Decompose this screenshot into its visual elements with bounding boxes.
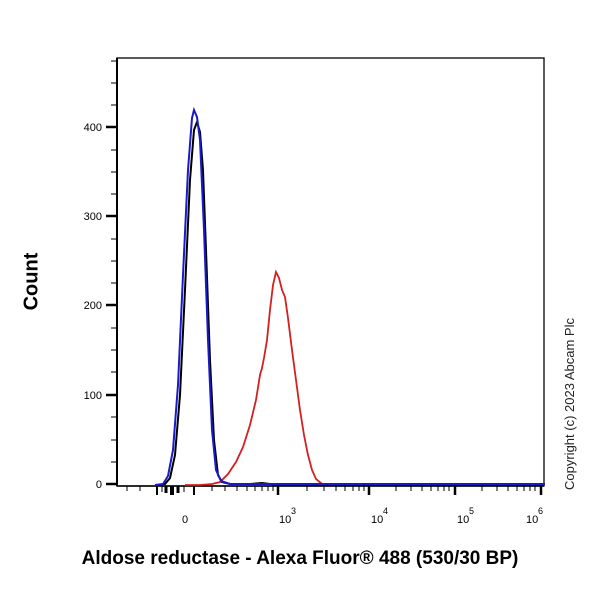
series-blue: [154, 106, 545, 486]
svg-text:0: 0: [182, 514, 188, 526]
svg-text:10: 10: [371, 514, 383, 526]
svg-text:200: 200: [84, 300, 102, 312]
copyright-notice: Copyright (c) 2023 Abcam Plc: [562, 318, 577, 490]
svg-text:6: 6: [538, 506, 543, 516]
x-axis-label: Aldose reductase - Alexa Fluor® 488 (530…: [81, 548, 519, 569]
y-axis-label: Count: [20, 252, 43, 311]
x-tick-labels: 0 103 104 105 106: [182, 506, 543, 526]
series-aldose-reductase: [185, 269, 544, 486]
y-tick-labels: 0 100 200 300 400: [84, 122, 102, 491]
x-ticks: [126, 486, 543, 495]
y-ticks: [106, 60, 117, 486]
series-black: [156, 118, 544, 486]
plot-frame: [116, 57, 545, 487]
svg-text:10: 10: [279, 514, 291, 526]
svg-text:100: 100: [84, 390, 102, 402]
svg-text:10: 10: [457, 514, 469, 526]
svg-text:4: 4: [383, 506, 388, 516]
svg-text:300: 300: [84, 211, 102, 223]
svg-text:400: 400: [84, 122, 102, 134]
svg-text:10: 10: [526, 514, 538, 526]
svg-text:3: 3: [291, 506, 296, 516]
svg-text:5: 5: [469, 506, 474, 516]
svg-text:0: 0: [96, 479, 102, 491]
